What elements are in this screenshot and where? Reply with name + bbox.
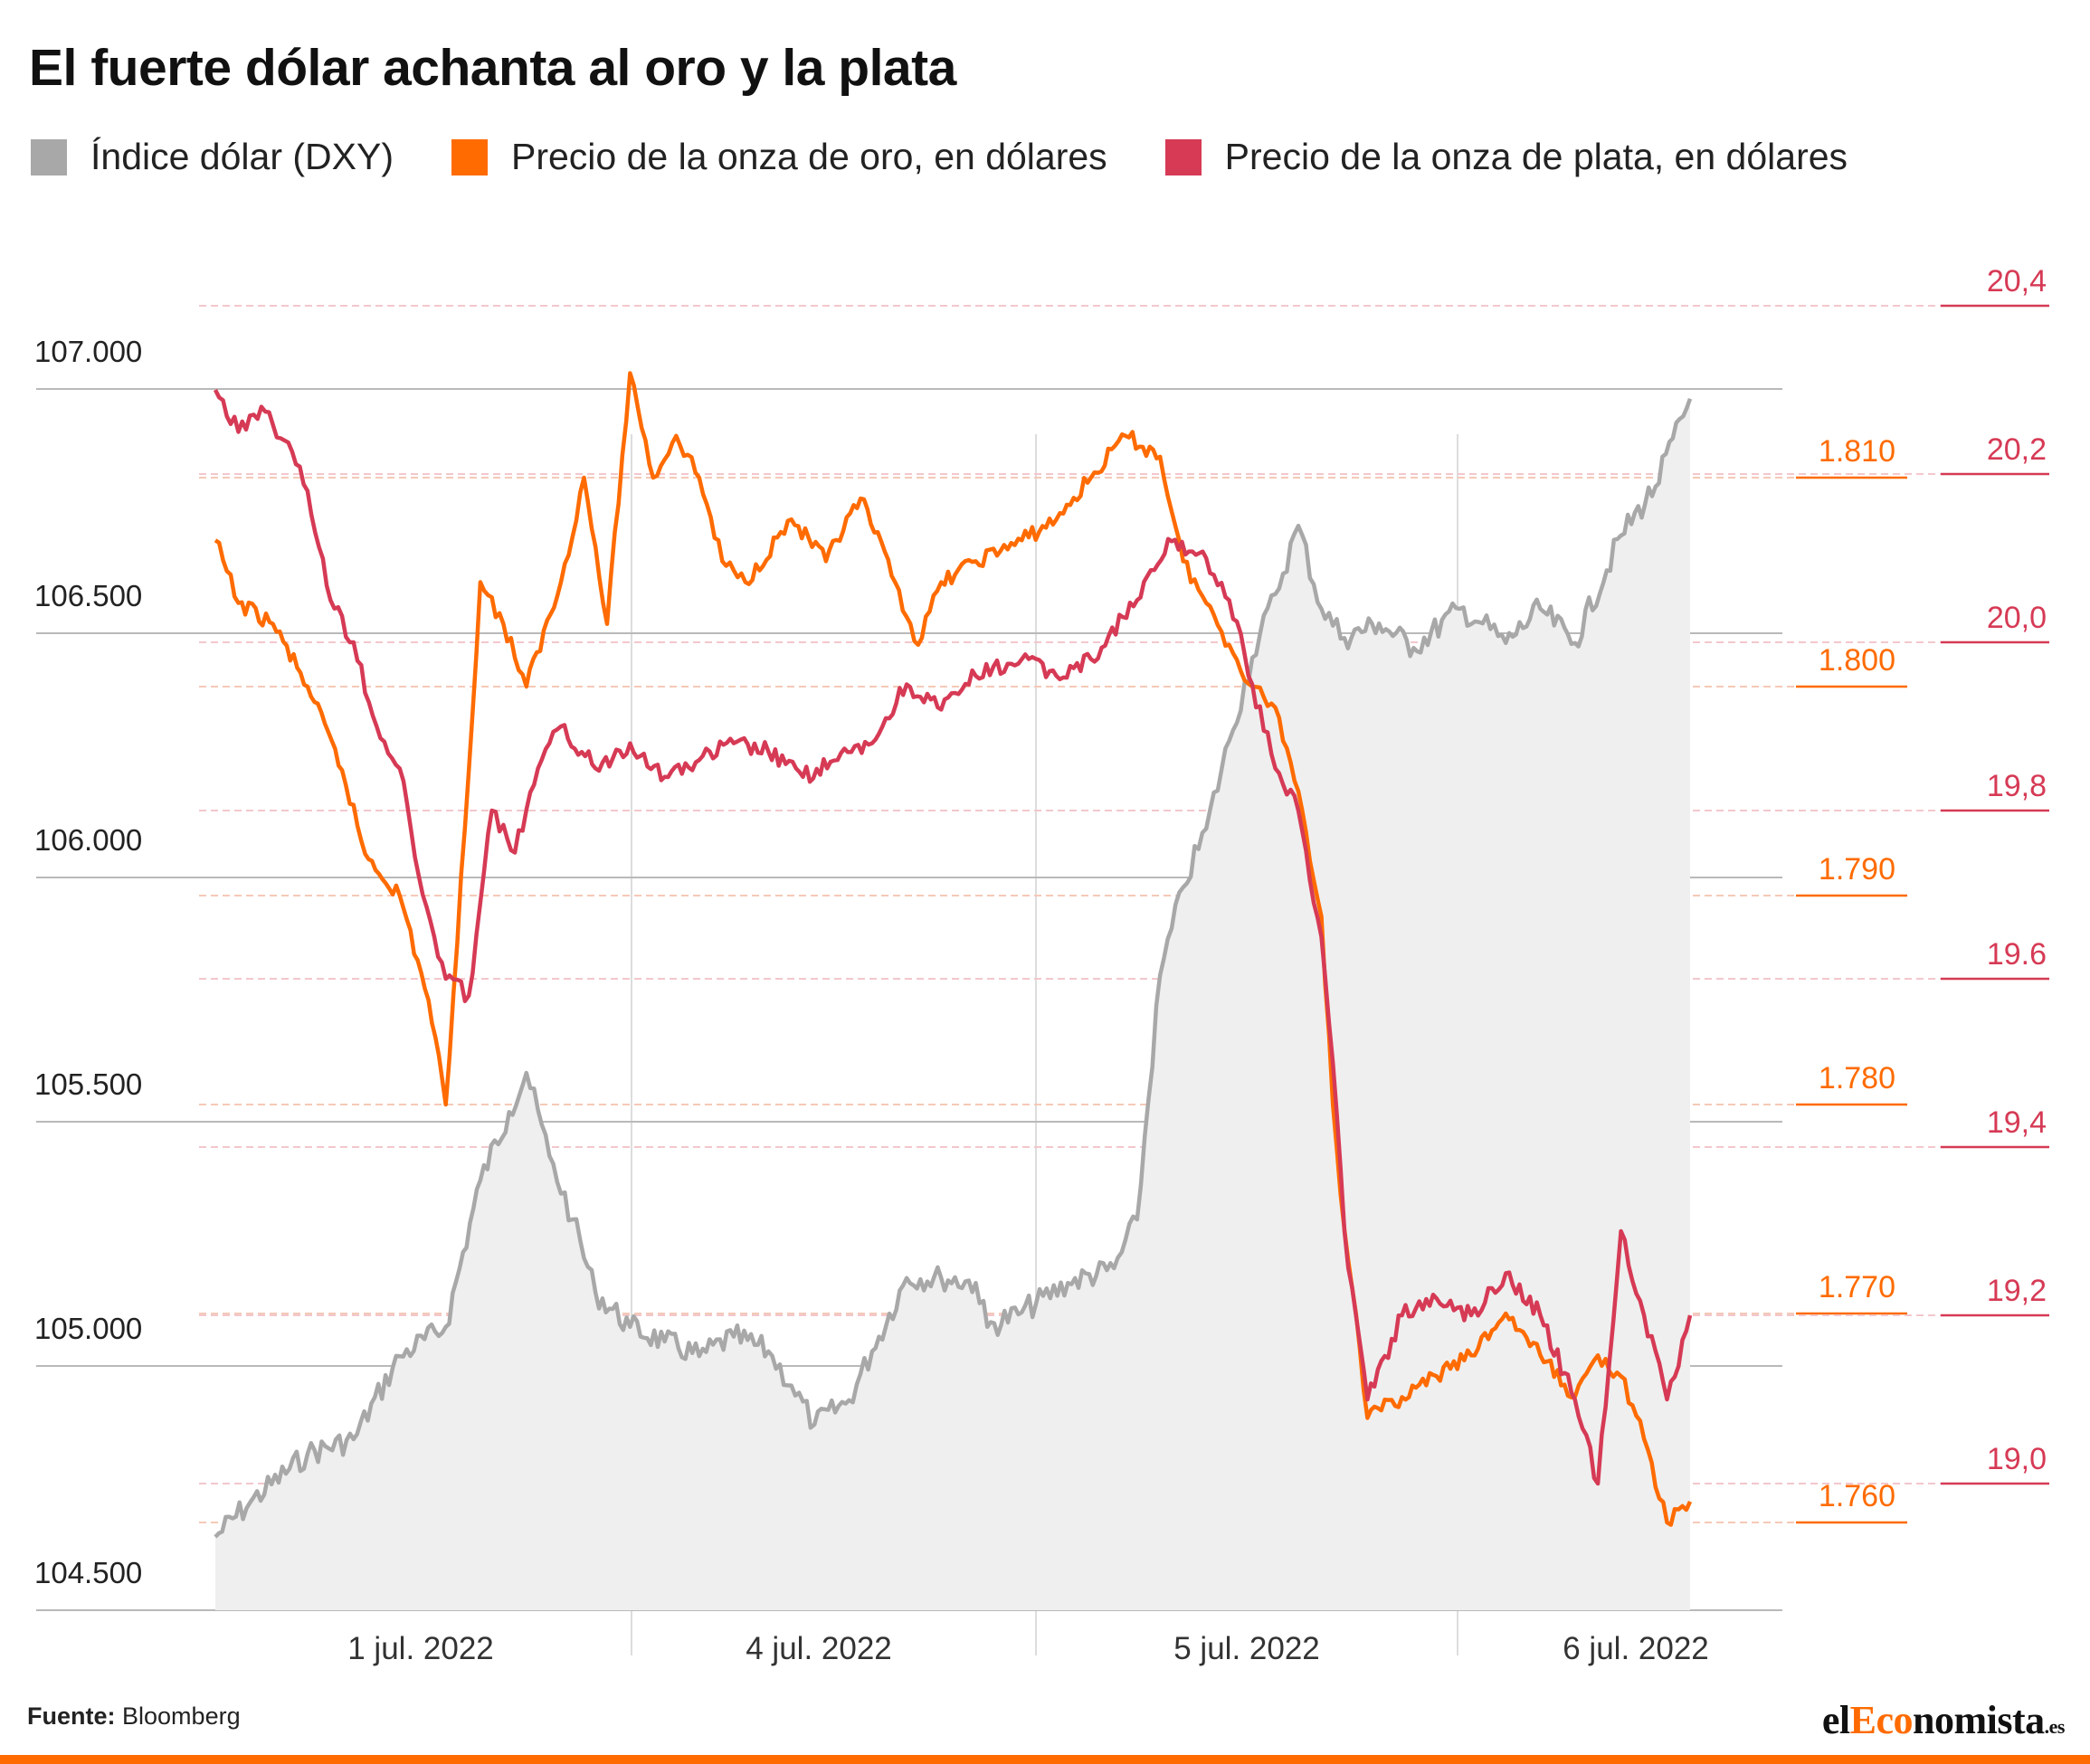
silver-tick-label: 19,0 xyxy=(1987,1442,2047,1476)
source-value: Bloomberg xyxy=(122,1702,241,1730)
silver-tick-label: 20,0 xyxy=(1987,601,2047,635)
silver-tick-label: 19,2 xyxy=(1987,1274,2047,1308)
gold-tick-label: 1.770 xyxy=(1819,1270,1895,1304)
silver-tick-label: 20,4 xyxy=(1987,264,2047,299)
silver-tick-label: 19,8 xyxy=(1987,769,2047,803)
legend-swatch-silver xyxy=(1164,138,1202,175)
gold-tick-label: 1.800 xyxy=(1819,643,1895,678)
dxy-tick-label: 105.000 xyxy=(34,1312,142,1345)
bottom-accent-bar xyxy=(0,1755,2090,1764)
gold-tick-label: 1.790 xyxy=(1819,852,1895,887)
dxy-area xyxy=(215,398,1690,1610)
dxy-tick-label: 106.000 xyxy=(34,823,142,857)
legend-label-gold: Precio de la onza de oro, en dólares xyxy=(510,136,1107,177)
series-line-gold xyxy=(214,371,1693,1527)
series-line-silver xyxy=(213,388,1693,1486)
chart-title: El fuerte dólar achanta al oro y la plat… xyxy=(29,39,956,97)
source-label: Fuente: xyxy=(27,1702,116,1730)
gold-tick-label: 1.810 xyxy=(1819,434,1895,469)
legend-swatch-gold xyxy=(451,138,488,175)
legend-swatch-dxy xyxy=(31,138,67,175)
x-tick-label: 5 jul. 2022 xyxy=(1173,1631,1320,1666)
source-note: Fuente: Bloomberg xyxy=(27,1702,241,1731)
silver-tick-label: 19.6 xyxy=(1987,937,2047,972)
gold-tick-label: 1.780 xyxy=(1819,1061,1895,1095)
silver-tick-label: 19,4 xyxy=(1987,1105,2047,1140)
legend-item-gold: Precio de la onza de oro, en dólares xyxy=(451,136,1107,178)
x-tick-label: 6 jul. 2022 xyxy=(1563,1631,1709,1666)
dxy-tick-label: 107.000 xyxy=(34,335,142,368)
legend-item-silver: Precio de la onza de plata, en dólares xyxy=(1164,136,1848,178)
silver-tick-label: 20,2 xyxy=(1987,432,2047,467)
dxy-tick-label: 105.500 xyxy=(34,1067,142,1101)
legend-label-dxy: Índice dólar (DXY) xyxy=(90,136,394,177)
dxy-tick-label: 106.500 xyxy=(34,579,142,612)
gold-tick-label: 1.760 xyxy=(1819,1479,1895,1513)
x-tick-label: 1 jul. 2022 xyxy=(347,1631,494,1666)
publisher-logo: elEconomista.es xyxy=(1821,1698,2066,1742)
x-tick-label: 4 jul. 2022 xyxy=(746,1631,892,1666)
legend-label-silver: Precio de la onza de plata, en dólares xyxy=(1224,136,1848,177)
legend-item-dxy: Índice dólar (DXY) xyxy=(31,136,394,178)
series-line-dxy xyxy=(214,398,1693,1539)
dxy-tick-label: 104.500 xyxy=(34,1556,142,1589)
chart-legend: Índice dólar (DXY) Precio de la onza de … xyxy=(31,136,1905,178)
